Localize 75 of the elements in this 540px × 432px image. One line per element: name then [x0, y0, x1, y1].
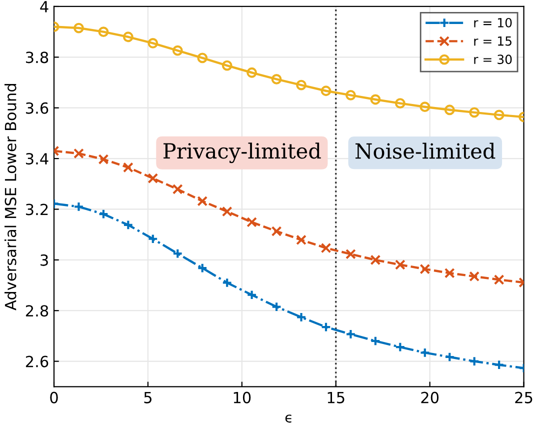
y-axis-title: Adversarial MSE Lower Bound: [4, 84, 16, 310]
point: [394, 342, 406, 352]
point: [122, 32, 134, 42]
point: [370, 336, 381, 346]
point: [222, 206, 232, 217]
point: [345, 328, 356, 340]
point: [394, 260, 406, 270]
x-tick-label: 5: [144, 392, 152, 404]
point: [271, 226, 282, 236]
point: [494, 110, 504, 120]
y-tick-label: 4: [40, 1, 48, 12]
point: [74, 22, 84, 34]
point: [320, 322, 332, 332]
y-tick-label: 2.6: [26, 356, 48, 368]
point: [246, 216, 258, 228]
point: [296, 234, 306, 246]
point: [172, 248, 183, 259]
point: [444, 104, 455, 116]
y-tick-label: 3.8: [26, 52, 48, 64]
point: [74, 148, 84, 159]
point: [246, 290, 258, 300]
annotation: Noise-limited: [356, 142, 496, 159]
point: [172, 45, 183, 56]
point: [394, 98, 406, 109]
point: [222, 60, 232, 71]
point: [370, 254, 381, 266]
legend-label: r = 15: [474, 36, 512, 46]
point: [271, 302, 282, 312]
point: [420, 264, 430, 274]
y-tick-label: 3.4: [26, 153, 48, 165]
x-axis-title: ϵ: [285, 414, 292, 423]
point: [469, 271, 480, 282]
y-tick-label: 3.6: [26, 102, 48, 114]
y-tick-label: 3: [40, 254, 48, 266]
point: [222, 278, 232, 288]
point: [370, 94, 381, 105]
point: [148, 234, 158, 244]
point: [98, 26, 109, 38]
point: [420, 102, 430, 112]
point: [246, 67, 258, 78]
point: [122, 220, 134, 230]
legend-label: r = 10: [474, 18, 512, 28]
x-tick-label: 15: [328, 392, 344, 404]
y-tick-label: 3.2: [26, 204, 48, 216]
x-tick-label: 25: [515, 392, 532, 404]
point: [271, 74, 282, 84]
point: [296, 80, 306, 90]
point: [148, 38, 158, 48]
point: [172, 184, 183, 194]
x-tick-label: 10: [234, 392, 251, 404]
point: [197, 262, 208, 274]
x-tick-label: 0: [50, 392, 58, 404]
point: [420, 347, 430, 358]
point: [345, 90, 356, 100]
point: [444, 352, 455, 362]
legend-label: r = 30: [474, 54, 512, 64]
point: [197, 196, 208, 206]
point: [320, 242, 332, 254]
y-tick-label: 2.8: [26, 305, 48, 317]
annotation: Privacy-limited: [164, 142, 321, 164]
point: [74, 201, 84, 212]
point: [122, 162, 134, 173]
point: [98, 154, 109, 165]
point: [494, 274, 504, 285]
point: [469, 107, 480, 118]
point: [148, 173, 158, 184]
point: [197, 52, 208, 64]
point: [296, 312, 306, 322]
x-tick-label: 20: [421, 392, 439, 404]
point: [345, 248, 356, 260]
point: [320, 86, 332, 96]
point: [494, 360, 504, 370]
point: [444, 268, 455, 278]
point: [98, 208, 109, 220]
point: [469, 356, 480, 367]
